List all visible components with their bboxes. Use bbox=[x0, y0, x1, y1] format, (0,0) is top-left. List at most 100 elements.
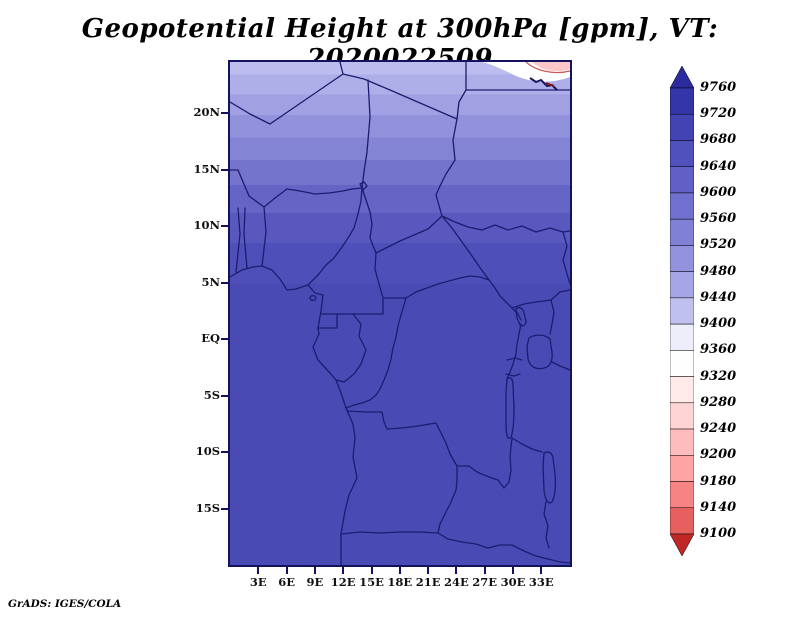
y-axis-tick bbox=[221, 507, 228, 510]
colorbar bbox=[670, 66, 694, 556]
x-axis-tick bbox=[342, 567, 345, 574]
x-axis-tick bbox=[370, 567, 373, 574]
y-axis-label: 5N bbox=[201, 274, 220, 289]
sudan-borders bbox=[441, 215, 570, 285]
colorbar-segment bbox=[670, 166, 694, 194]
plot-title: Geopotential Height at 300hPa [gpm], VT:… bbox=[81, 14, 719, 74]
y-axis-tick bbox=[221, 112, 228, 114]
colorbar-segment bbox=[670, 350, 694, 377]
x-axis-tick bbox=[427, 567, 430, 574]
colorbar-segment bbox=[670, 323, 694, 351]
colorbar-label: 9140 bbox=[700, 499, 737, 515]
colorbar-label: 9720 bbox=[700, 106, 737, 122]
nile-lake-nasser bbox=[529, 77, 558, 91]
colorbar-segment bbox=[670, 87, 694, 115]
x-axis-tick bbox=[455, 567, 458, 574]
colorbar-segment bbox=[670, 428, 694, 456]
colorbar-segment bbox=[670, 402, 694, 430]
bioko-island bbox=[309, 295, 317, 301]
x-axis-label: 6E bbox=[278, 575, 295, 589]
ubangi-border bbox=[405, 275, 490, 299]
y-axis-label: 10N bbox=[193, 218, 220, 232]
gabon-congo-border bbox=[335, 313, 367, 383]
drc-east-borders bbox=[488, 279, 570, 380]
contour-fill bbox=[230, 62, 570, 565]
colorbar-label: 9320 bbox=[700, 368, 737, 384]
colorbar-label: 9180 bbox=[700, 473, 737, 489]
chad-borders bbox=[361, 118, 458, 254]
colorbar-label: 9600 bbox=[700, 184, 737, 200]
niger-nigeria-border bbox=[263, 187, 363, 208]
x-axis-label: 33E bbox=[528, 575, 554, 589]
colorbar-label: 9360 bbox=[700, 342, 737, 358]
grads-credit: GrADS: IGES/COLA bbox=[8, 598, 122, 610]
colorbar-segment bbox=[670, 192, 694, 220]
x-axis-label: 15E bbox=[359, 575, 384, 589]
x-axis-tick bbox=[398, 567, 401, 574]
colorbar-label: 9680 bbox=[700, 132, 737, 148]
y-axis-label: 10S bbox=[195, 444, 220, 458]
colorbar-segment bbox=[670, 218, 694, 246]
colorbar-label: 9520 bbox=[700, 237, 737, 253]
map-panel bbox=[228, 60, 572, 567]
colorbar-label: 9200 bbox=[700, 447, 737, 463]
country-borders bbox=[230, 62, 570, 565]
colorbar-segment bbox=[670, 455, 694, 482]
x-axis-tick bbox=[483, 567, 486, 574]
colorbar-label: 9400 bbox=[700, 316, 737, 332]
x-axis-tick bbox=[540, 567, 543, 574]
colorbar-segment bbox=[670, 245, 694, 272]
colorbar-label: 9760 bbox=[700, 80, 737, 95]
colorbar-label: 9280 bbox=[700, 394, 737, 410]
y-axis-label: 20N bbox=[193, 105, 220, 119]
lake-chad bbox=[359, 181, 368, 191]
colorbar-segment bbox=[670, 481, 694, 509]
colorbar-segment bbox=[670, 113, 694, 141]
y-axis-tick bbox=[221, 451, 228, 453]
colorbar-label: 9480 bbox=[700, 263, 737, 279]
sahara-borders bbox=[230, 62, 570, 189]
x-axis-label: 12E bbox=[330, 575, 356, 589]
colorbar-label: 9240 bbox=[700, 421, 737, 437]
x-axis-label: 30E bbox=[500, 575, 526, 589]
central-africa-borders bbox=[317, 252, 407, 329]
zambia-borders bbox=[437, 437, 570, 564]
y-axis-label: EQ bbox=[201, 331, 220, 345]
y-axis-label: 15N bbox=[193, 161, 220, 176]
x-axis-label: 24E bbox=[444, 575, 469, 589]
angola-borders bbox=[340, 410, 458, 535]
colorbar-segment bbox=[670, 140, 694, 167]
map-overlay-svg bbox=[230, 62, 570, 565]
y-axis-tick bbox=[221, 168, 228, 171]
y-axis-tick bbox=[221, 281, 228, 284]
congo-river-border bbox=[345, 297, 407, 409]
lakes bbox=[505, 306, 557, 504]
x-axis-tick bbox=[257, 567, 260, 574]
nigeria-cameroon-border bbox=[307, 187, 363, 286]
lake-albert bbox=[515, 306, 527, 327]
lake-malawi bbox=[542, 451, 557, 504]
x-axis-tick bbox=[512, 567, 514, 574]
x-axis-tick bbox=[285, 567, 288, 574]
west-african-borders bbox=[230, 169, 267, 273]
y-axis-label: 5S bbox=[203, 387, 220, 402]
colorbar-label: 9440 bbox=[700, 289, 737, 305]
x-axis-tick bbox=[313, 567, 316, 574]
x-axis-label: 21E bbox=[415, 575, 441, 589]
colorbar-label: 9560 bbox=[700, 211, 737, 227]
colorbar-segment bbox=[670, 507, 694, 535]
colorbar-arrow-down bbox=[670, 533, 694, 556]
colorbar-arrow-up bbox=[670, 66, 694, 89]
colorbar-label: 9640 bbox=[700, 158, 737, 174]
y-axis-tick bbox=[221, 225, 228, 227]
colorbar-segment bbox=[670, 271, 694, 299]
x-axis-label: 18E bbox=[387, 575, 413, 589]
y-axis-tick bbox=[221, 338, 228, 340]
colorbar-label: 9100 bbox=[700, 525, 737, 541]
y-axis-tick bbox=[221, 394, 228, 397]
x-axis-label: 9E bbox=[306, 575, 324, 589]
coastline bbox=[230, 265, 358, 565]
colorbar-segment bbox=[670, 297, 694, 325]
colorbar-segment bbox=[670, 376, 694, 404]
